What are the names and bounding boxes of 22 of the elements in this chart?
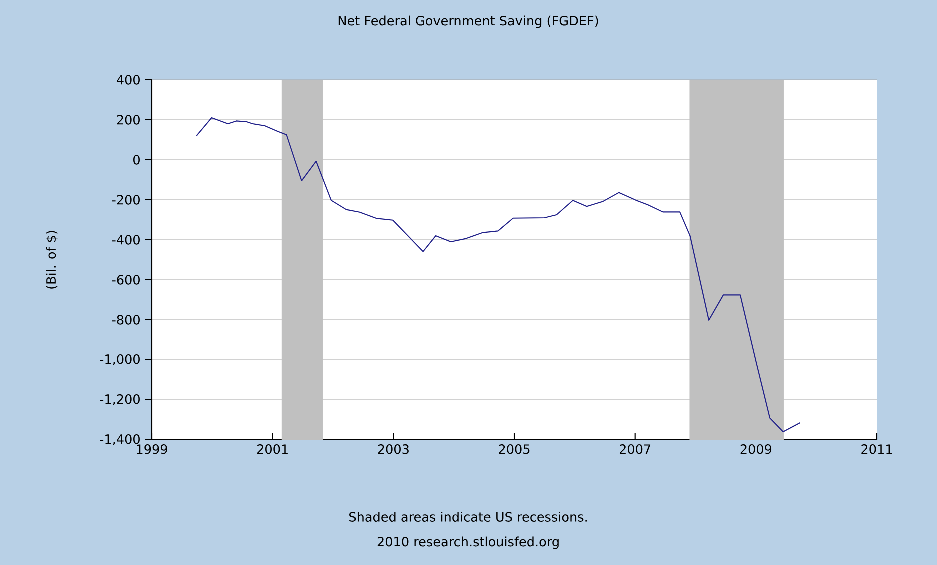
- x-tick-label: 2001: [257, 444, 288, 454]
- x-tick-label: 2007: [620, 444, 651, 454]
- x-tick-label: 1999: [137, 444, 168, 454]
- y-tick-label: 200: [117, 115, 140, 125]
- y-tick-label: -1,200: [100, 394, 140, 406]
- y-tick-label: -400: [112, 235, 140, 245]
- y-tick-label: 400: [117, 75, 140, 85]
- x-tick-label: 2003: [378, 444, 409, 454]
- text: Shaded areas indicate US recessions.: [350, 512, 587, 522]
- y-axis-title: (Bil. of $): [46, 231, 58, 289]
- chart-title: Net Federal Government Saving (FGDEF): [338, 16, 598, 28]
- text: 2010 research.stlouisfed.org: [378, 536, 559, 550]
- y-tick-label: -800: [112, 315, 140, 325]
- y-tick-label: -1,400: [100, 434, 140, 446]
- y-tick-label: -1,000: [100, 354, 140, 366]
- y-tick-label: -600: [112, 275, 140, 285]
- x-tick-label: 2005: [499, 444, 530, 454]
- y-tick-label: 0: [134, 155, 140, 165]
- y-tick-label: -200: [112, 195, 140, 205]
- x-tick-label: 2011: [862, 444, 892, 454]
- x-tick-label: 2009: [740, 444, 772, 454]
- line-series: [196, 117, 801, 433]
